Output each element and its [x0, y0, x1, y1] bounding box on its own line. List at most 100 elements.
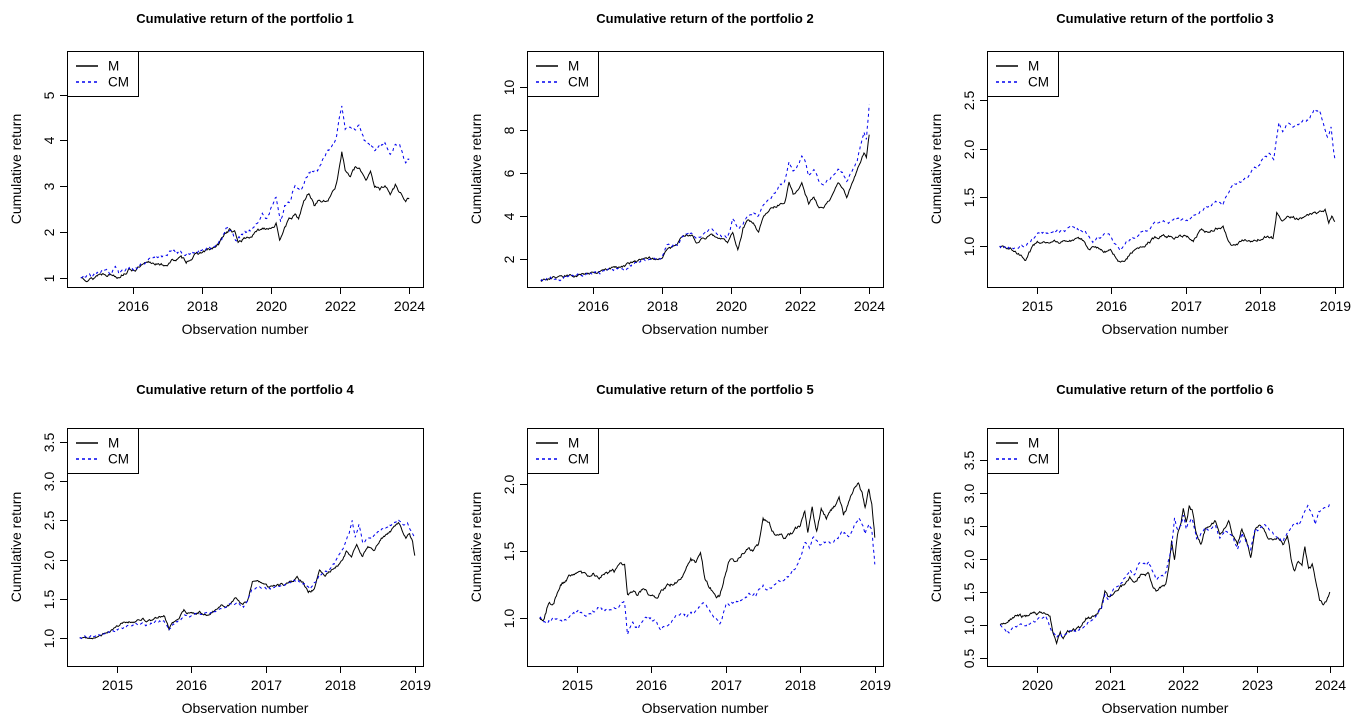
series-cm-line: [539, 517, 876, 635]
legend-m-label: M: [568, 59, 579, 74]
plot-box: [527, 51, 884, 288]
y-tick-label: 1.0: [961, 237, 977, 257]
x-tick-label: 2022: [325, 298, 356, 314]
x-tick-label: 2016: [176, 677, 207, 693]
y-tick-label: 4: [501, 212, 517, 220]
x-axis-label: Observation number: [1102, 700, 1229, 716]
x-tick-label: 2017: [711, 677, 742, 693]
chart-title: Cumulative return of the portfolio 4: [136, 382, 354, 397]
series-m-line: [540, 134, 870, 282]
legend: MCM: [987, 428, 1059, 474]
y-axis-label: Cumulative return: [928, 492, 944, 603]
legend-box: [527, 51, 599, 97]
y-tick-label: 2.5: [961, 517, 977, 537]
legend-cm-label: CM: [108, 452, 129, 467]
legend: MCM: [527, 428, 599, 474]
series-m-line: [999, 504, 1331, 646]
chart-portfolio-5: 2015 2016 2017 2018 2019 1.0 1.5 2.0 Cumulative …: [452, 363, 904, 726]
y-axis: 1.0 1.5 2.0: [501, 475, 527, 629]
y-tick-label: 1.0: [501, 609, 517, 629]
y-tick-label: 3.5: [41, 433, 57, 453]
y-tick-label: 1.5: [961, 188, 977, 208]
series-cm-line: [80, 105, 410, 280]
x-tick-label: 2020: [256, 298, 287, 314]
y-tick-label: 2.0: [501, 475, 517, 495]
x-tick-label: 2015: [1022, 298, 1053, 314]
y-tick-label: 1.5: [501, 542, 517, 562]
y-tick-label: 10: [501, 80, 517, 96]
x-tick-label: 2018: [785, 677, 816, 693]
plot-box: [527, 428, 884, 667]
chart-portfolio-6: 2020 2021 2022 2023 2024 0.5 1.0 1.5 2.0 2.5 3.0 3.…: [904, 363, 1356, 726]
x-tick-label: 2020: [716, 298, 747, 314]
y-axis-label: Cumulative return: [468, 114, 484, 225]
x-axis-label: Observation number: [182, 700, 309, 716]
x-axis: 2020 2021 2022 2023 2024: [1022, 666, 1346, 693]
legend-box: [987, 51, 1059, 97]
y-axis: 0.5 1.0 1.5 2.0 2.5 3.0 3.5: [961, 451, 987, 669]
y-tick-label: 1: [41, 274, 57, 282]
x-axis: 2016 2018 2020 2022 2024: [578, 287, 885, 314]
plot-canvas-portfolio-5: 2015 2016 2017 2018 2019 1.0 1.5 2.0 Cumulative …: [468, 382, 891, 716]
legend-m-label: M: [1028, 59, 1039, 74]
y-tick-label: 3.0: [961, 484, 977, 504]
x-axis: 2015 2016 2017 2018 2019: [102, 666, 431, 693]
y-tick-label: 5: [41, 91, 57, 99]
x-axis: 2015 2016 2017 2018 2019: [562, 666, 891, 693]
chart-portfolio-3: 2015 2016 2017 2018 2019 1.0 1.5 2.0 2.5 Cumulati…: [904, 0, 1356, 363]
legend-cm-label: CM: [1028, 452, 1049, 467]
y-axis: 1.0 1.5 2.0 2.5: [961, 91, 987, 257]
chart-title: Cumulative return of the portfolio 2: [596, 11, 813, 26]
x-tick-label: 2018: [1245, 298, 1276, 314]
y-tick-label: 0.5: [961, 649, 977, 669]
series-cm-line: [999, 108, 1336, 252]
plot-canvas-portfolio-6: 2020 2021 2022 2023 2024 0.5 1.0 1.5 2.0 2.5 3.0 3.…: [928, 382, 1346, 716]
y-axis-label: Cumulative return: [8, 114, 24, 225]
series-m-line: [80, 151, 410, 283]
y-tick-label: 1.5: [41, 590, 57, 610]
x-axis-label: Observation number: [1102, 321, 1229, 337]
legend-cm-label: CM: [1028, 75, 1049, 90]
legend: MCM: [987, 51, 1059, 97]
legend-cm-label: CM: [108, 75, 129, 90]
x-tick-label: 2019: [400, 677, 431, 693]
x-tick-label: 2016: [636, 677, 667, 693]
plot-box: [67, 428, 424, 667]
chart-portfolio-4: 2015 2016 2017 2018 2019 1.0 1.5 2.0 2.5 3.0 3.5 Cu…: [0, 363, 452, 726]
x-tick-label: 2017: [251, 677, 282, 693]
plot-canvas-portfolio-4: 2015 2016 2017 2018 2019 1.0 1.5 2.0 2.5 3.0 3.5 Cu…: [8, 382, 431, 716]
y-tick-label: 6: [501, 169, 517, 177]
series-m-line: [79, 521, 416, 640]
x-tick-label: 2024: [1315, 677, 1346, 693]
chart-title: Cumulative return of the portfolio 3: [1056, 11, 1273, 26]
y-tick-label: 2.5: [961, 91, 977, 111]
x-tick-label: 2016: [578, 298, 609, 314]
plot-canvas-portfolio-2: 2016 2018 2020 2022 2024 2 4 6 8 10 Cumulative ret…: [468, 11, 885, 337]
y-tick-label: 2: [41, 228, 57, 236]
x-tick-label: 2022: [1168, 677, 1199, 693]
x-tick-label: 2024: [394, 298, 425, 314]
x-tick-label: 2015: [562, 677, 593, 693]
legend-box: [67, 51, 139, 97]
x-tick-label: 2017: [1171, 298, 1202, 314]
y-tick-label: 2.0: [961, 140, 977, 160]
x-axis-label: Observation number: [642, 321, 769, 337]
y-tick-label: 4: [41, 136, 57, 144]
series-m-line: [539, 482, 876, 622]
x-tick-label: 2020: [1022, 677, 1053, 693]
x-tick-label: 2018: [647, 298, 678, 314]
legend-m-label: M: [108, 436, 119, 451]
y-tick-label: 3.0: [41, 472, 57, 492]
plot-canvas-portfolio-1: 2016 2018 2020 2022 2024 1 2 3 4 5 Cumulative retu…: [8, 11, 425, 337]
x-tick-label: 2024: [854, 298, 885, 314]
legend-m-label: M: [568, 436, 579, 451]
x-axis-label: Observation number: [182, 321, 309, 337]
chart-title: Cumulative return of the portfolio 5: [596, 382, 813, 397]
y-tick-label: 1.5: [961, 583, 977, 603]
x-tick-label: 2022: [785, 298, 816, 314]
x-tick-label: 2023: [1242, 677, 1273, 693]
series-cm-line: [79, 519, 416, 640]
legend: MCM: [67, 51, 139, 97]
x-tick-label: 2015: [102, 677, 133, 693]
y-tick-label: 3.5: [961, 451, 977, 471]
